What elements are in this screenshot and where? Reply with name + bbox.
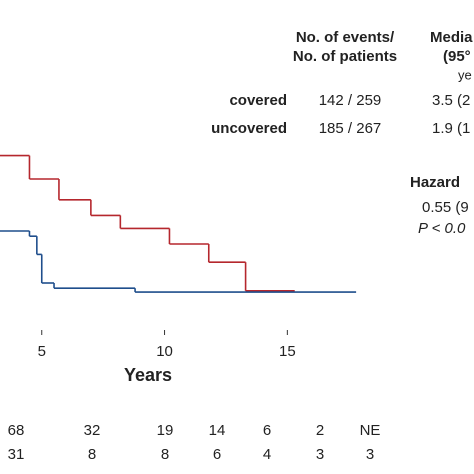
hazard-ratio: 0.55 (9	[422, 199, 469, 216]
median-value: 1.9 (1	[432, 120, 470, 137]
events-count: 142 / 259	[319, 92, 382, 109]
risk-number: 19	[157, 422, 174, 439]
risk-number: 14	[209, 422, 226, 439]
risk-number: 8	[88, 446, 96, 463]
risk-number: 2	[316, 422, 324, 439]
risk-number: 32	[84, 422, 101, 439]
hazard-p: P < 0.0	[418, 220, 466, 237]
risk-number: 3	[316, 446, 324, 463]
x-tick-label: 10	[156, 343, 173, 360]
median-value: 3.5 (2	[432, 92, 470, 109]
header-events: No. of patients	[293, 48, 397, 65]
header-median: Media	[430, 29, 473, 46]
x-axis-label: Years	[124, 365, 172, 385]
risk-number: 6	[213, 446, 221, 463]
risk-number: 8	[161, 446, 169, 463]
risk-number: 4	[263, 446, 271, 463]
risk-number: NE	[360, 422, 381, 439]
legend-label: uncovered	[211, 120, 287, 137]
x-tick-label: 5	[38, 343, 46, 360]
legend-label: covered	[229, 92, 287, 109]
header-events: No. of events/	[296, 29, 395, 46]
events-count: 185 / 267	[319, 120, 382, 137]
risk-number: 31	[8, 446, 25, 463]
risk-number: 68	[8, 422, 25, 439]
header-median: ye	[458, 67, 472, 82]
header-median: (95°	[443, 48, 471, 65]
x-tick-label: 15	[279, 343, 296, 360]
risk-number: 3	[366, 446, 374, 463]
risk-number: 6	[263, 422, 271, 439]
hazard-title: Hazard	[410, 174, 460, 191]
